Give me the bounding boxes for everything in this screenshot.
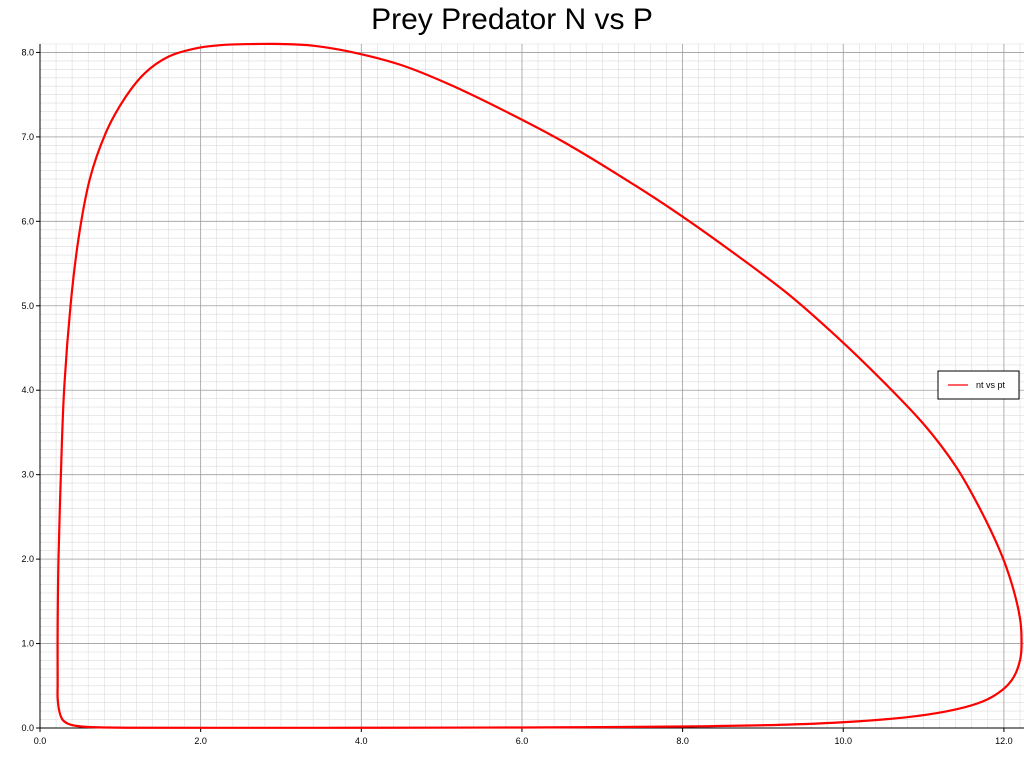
- y-tick-label: 8.0: [21, 47, 34, 57]
- y-axis-ticks: 0.0 1.0 2.0 3.0 4.0 5.0 6.0 7.0 8.0: [21, 47, 40, 733]
- x-tick-label: 8.0: [676, 736, 689, 746]
- plot-series: [56, 42, 1023, 729]
- y-tick-label: 3.0: [21, 470, 34, 480]
- y-tick-label: 0.0: [21, 723, 34, 733]
- y-tick-label: 4.0: [21, 385, 34, 395]
- x-tick-label: 2.0: [194, 736, 207, 746]
- minor-grid: [39, 43, 1024, 729]
- y-tick-label: 7.0: [21, 132, 34, 142]
- y-tick-label: 1.0: [21, 639, 34, 649]
- x-tick-label: 0.0: [34, 736, 47, 746]
- x-tick-label: 6.0: [516, 736, 529, 746]
- legend: nt vs pt: [937, 370, 1020, 400]
- legend-label: nt vs pt: [976, 380, 1006, 390]
- major-grid: [39, 44, 1024, 729]
- chart-title: Prey Predator N vs P: [371, 3, 653, 36]
- y-tick-label: 2.0: [21, 554, 34, 564]
- y-tick-label: 5.0: [21, 301, 34, 311]
- x-tick-label: 10.0: [834, 736, 852, 746]
- x-tick-label: 4.0: [355, 736, 368, 746]
- axes: [39, 44, 1024, 729]
- series-line: [56, 42, 1023, 729]
- x-axis-ticks: 0.0 2.0 4.0 6.0 8.0 10.0 12.0: [34, 728, 1013, 746]
- x-tick-label: 12.0: [995, 736, 1013, 746]
- y-tick-label: 6.0: [21, 216, 34, 226]
